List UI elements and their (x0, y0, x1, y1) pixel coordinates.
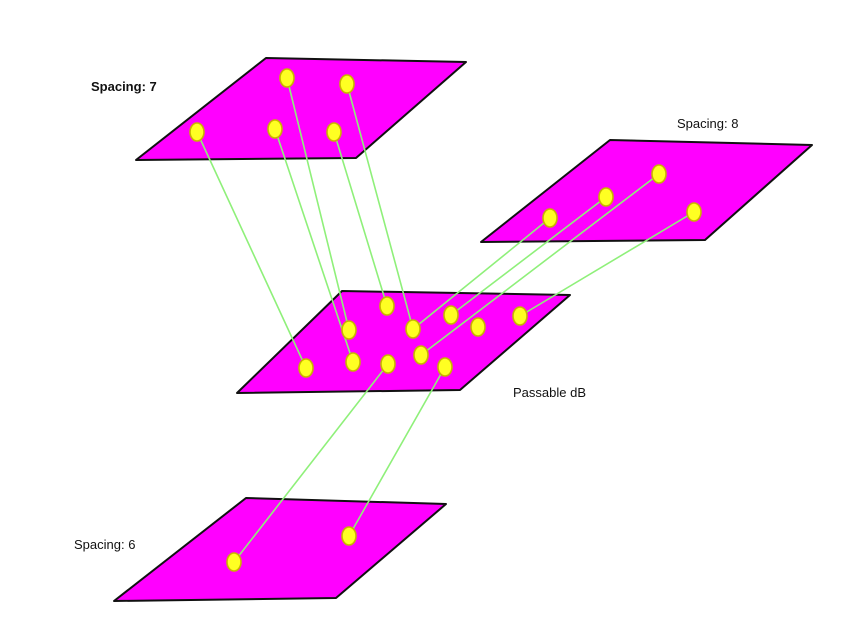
node (279, 68, 295, 88)
link (450, 196, 607, 316)
node (326, 122, 342, 142)
link (196, 131, 307, 369)
nodes (189, 68, 702, 572)
node (437, 357, 453, 377)
node (226, 552, 242, 572)
link (412, 217, 551, 330)
node (470, 317, 486, 337)
node (298, 358, 314, 378)
plane-passable-db (236, 290, 571, 394)
node (405, 319, 421, 339)
node (379, 296, 395, 316)
link (274, 128, 354, 363)
node (345, 352, 361, 372)
link (333, 131, 388, 307)
link (233, 363, 389, 563)
node (267, 119, 283, 139)
node (380, 354, 396, 374)
node (189, 122, 205, 142)
link (348, 366, 446, 537)
node (413, 345, 429, 365)
links (196, 77, 695, 563)
node (339, 74, 355, 94)
plane-spacing-8 (480, 139, 813, 243)
plane-spacing-7 (135, 57, 467, 161)
planes (113, 57, 813, 602)
node (542, 208, 558, 228)
node (651, 164, 667, 184)
node (598, 187, 614, 207)
plane-spacing-6 (113, 497, 447, 602)
node (512, 306, 528, 326)
node (341, 526, 357, 546)
link (346, 83, 414, 330)
node (341, 320, 357, 340)
link (286, 77, 350, 331)
label-spacing-7: Spacing: 7 (91, 79, 157, 94)
node (686, 202, 702, 222)
link (420, 173, 660, 356)
node (443, 305, 459, 325)
label-spacing-8: Spacing: 8 (677, 116, 739, 131)
label-passable-db: Passable dB (513, 385, 586, 400)
link (519, 211, 695, 317)
label-spacing-6: Spacing: 6 (74, 537, 136, 552)
